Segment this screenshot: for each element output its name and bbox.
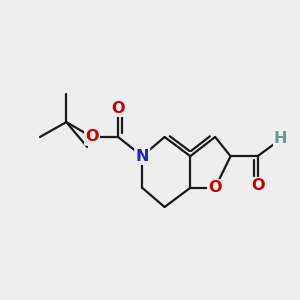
- Text: O: O: [111, 101, 125, 116]
- Text: H: H: [274, 131, 287, 146]
- Text: O: O: [85, 130, 99, 145]
- Text: O: O: [251, 178, 264, 193]
- Text: O: O: [208, 180, 222, 195]
- Text: N: N: [136, 149, 149, 164]
